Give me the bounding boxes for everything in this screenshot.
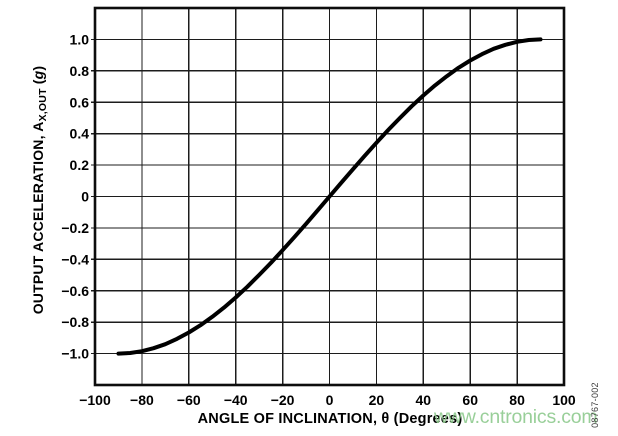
y-tick-label: 0.6 xyxy=(70,94,90,110)
y-tick-label: −1.0 xyxy=(61,346,89,362)
plot-border xyxy=(93,6,566,387)
x-tick-label: 60 xyxy=(462,392,478,408)
y-axis-title-paren: ( xyxy=(30,79,46,89)
x-axis-title: ANGLE OF INCLINATION, θ (Degrees) xyxy=(197,411,463,427)
x-tick-label: 40 xyxy=(416,392,432,408)
x-tick-label: 100 xyxy=(552,392,576,408)
x-tick-label: −40 xyxy=(224,392,248,408)
y-tick-label: −0.6 xyxy=(61,283,89,299)
figure-code: 08767-002 xyxy=(590,382,600,428)
y-tick-label: 0.2 xyxy=(70,157,90,173)
y-tick-label: −0.8 xyxy=(61,314,89,330)
data-curve xyxy=(116,37,543,356)
y-axis-title-close: ) xyxy=(30,65,46,71)
y-axis-title-text: OUTPUT ACCELERATION, A xyxy=(30,121,46,315)
y-axis-title: OUTPUT ACCELERATION, AX,OUT (g) xyxy=(30,19,49,361)
x-tick-label: −80 xyxy=(130,392,154,408)
y-tick-label: 0.4 xyxy=(70,126,90,142)
y-axis-title-g: g xyxy=(30,70,46,80)
x-tick-label: 20 xyxy=(369,392,385,408)
x-tick-label: −60 xyxy=(177,392,201,408)
x-tick-label: 0 xyxy=(326,392,334,408)
y-tick-label: 0.8 xyxy=(70,63,90,79)
y-tick-label: −0.2 xyxy=(61,220,89,236)
y-axis-title-subscript: X,OUT xyxy=(37,88,49,122)
y-tick-label: 1.0 xyxy=(70,31,90,47)
x-tick-label: −20 xyxy=(271,392,295,408)
y-tick-label: −0.4 xyxy=(61,251,89,267)
watermark-text: www.cntronics.com xyxy=(434,406,598,428)
x-tick-label: 80 xyxy=(509,392,525,408)
x-tick-label: −100 xyxy=(79,392,111,408)
y-tick-label: 0 xyxy=(81,189,89,205)
